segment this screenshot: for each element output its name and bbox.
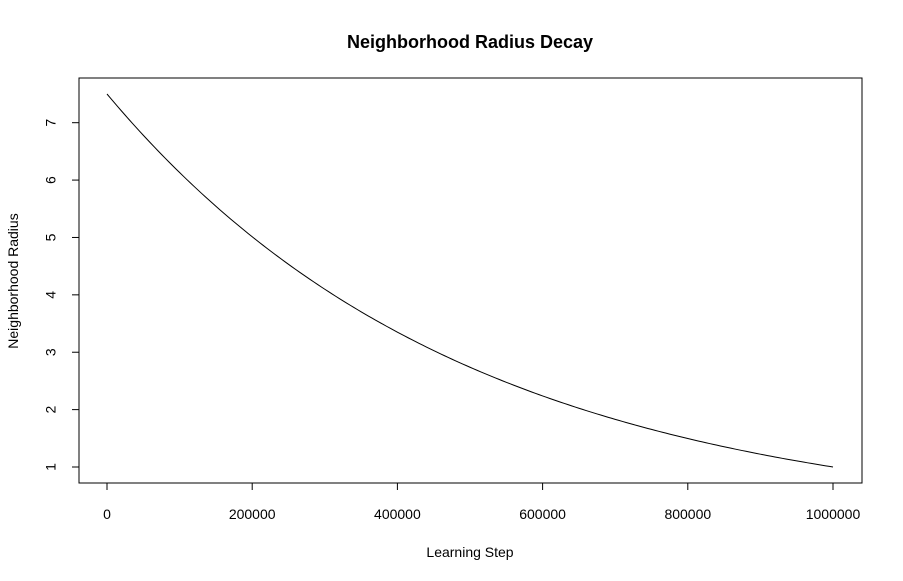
x-tick-label: 1000000 xyxy=(806,506,861,522)
plot-frame xyxy=(78,77,863,484)
chart-title: Neighborhood Radius Decay xyxy=(347,32,593,52)
y-axis-label: Neighborhood Radius xyxy=(5,213,21,348)
x-axis-label: Learning Step xyxy=(426,544,513,560)
x-tick-label: 600000 xyxy=(519,506,566,522)
y-tick-label: 3 xyxy=(43,348,59,356)
y-tick-label: 2 xyxy=(43,406,59,414)
series-line xyxy=(106,93,834,468)
x-tick-label: 800000 xyxy=(664,506,711,522)
y-tick-label: 5 xyxy=(43,233,59,241)
y-tick-label: 4 xyxy=(43,291,59,299)
y-tick-label: 6 xyxy=(43,176,59,184)
y-tick-label: 7 xyxy=(43,119,59,127)
x-axis: 0 200000 400000 600000 800000 1000000 xyxy=(103,482,861,522)
x-tick-label: 0 xyxy=(103,506,111,522)
x-tick-label: 200000 xyxy=(229,506,276,522)
x-tick-label: 400000 xyxy=(374,506,421,522)
y-axis: 1 2 3 4 5 6 7 xyxy=(43,119,80,471)
y-tick-label: 1 xyxy=(43,463,59,471)
